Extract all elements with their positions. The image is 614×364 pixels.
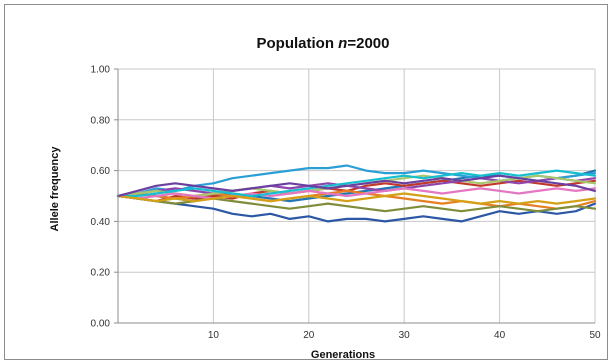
y-tick-label: 0.20 [91, 268, 111, 279]
series-line-10 [116, 169, 597, 198]
chart-title-variable: n [338, 35, 347, 52]
chart-title-prefix: Population [257, 35, 339, 52]
series-line-6 [116, 177, 597, 198]
chart-title-suffix: =2000 [347, 35, 389, 52]
series-line-12 [116, 174, 597, 198]
y-tick-label: 0.60 [91, 166, 111, 177]
series-lines [116, 164, 597, 223]
chart-frame: Population n=2000 0.00 0.20 0.40 0.60 0.80 1.… [4, 4, 608, 361]
y-tick-label: 0.00 [91, 319, 111, 330]
tick-labels: 0.00 0.20 0.40 0.60 0.80 1.00 10 20 30 40 50 [91, 65, 601, 342]
series-line-3 [116, 194, 597, 223]
y-axis-title: Allele frequency [49, 146, 61, 232]
series-line-4 [116, 179, 597, 203]
x-tick-label: 30 [399, 330, 411, 341]
chart-title: Population n=2000 [257, 35, 390, 52]
x-axis-title: Generations [311, 349, 375, 361]
x-tick-label: 40 [494, 330, 506, 341]
gridlines [118, 68, 596, 324]
y-tick-label: 0.80 [91, 115, 111, 126]
y-tick-label: 0.40 [91, 217, 111, 228]
series-line-9 [116, 187, 597, 200]
axes [114, 68, 595, 324]
x-tick-label: 20 [303, 330, 315, 341]
line-chart: Population n=2000 0.00 0.20 0.40 0.60 0.80 1.… [49, 35, 601, 361]
series-line-11 [116, 192, 597, 205]
x-tick-label: 50 [589, 330, 601, 341]
x-tick-label: 10 [208, 330, 220, 341]
y-tick-label: 1.00 [91, 65, 111, 76]
